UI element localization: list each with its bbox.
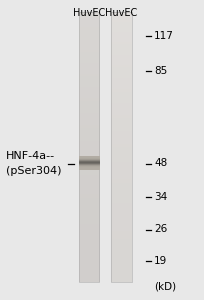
Bar — [79, 12, 99, 282]
Text: (kD): (kD) — [154, 281, 176, 292]
Text: (pSer304): (pSer304) — [6, 166, 62, 176]
Text: 26: 26 — [154, 224, 167, 235]
Text: 48: 48 — [154, 158, 167, 169]
Text: HuvEC: HuvEC — [73, 8, 105, 17]
Text: 19: 19 — [154, 256, 167, 266]
Text: 117: 117 — [154, 31, 174, 41]
Text: 85: 85 — [154, 65, 167, 76]
Text: HNF-4a--: HNF-4a-- — [6, 151, 55, 161]
Text: HuvEC: HuvEC — [105, 8, 137, 17]
Bar — [111, 12, 132, 282]
Text: 34: 34 — [154, 191, 167, 202]
